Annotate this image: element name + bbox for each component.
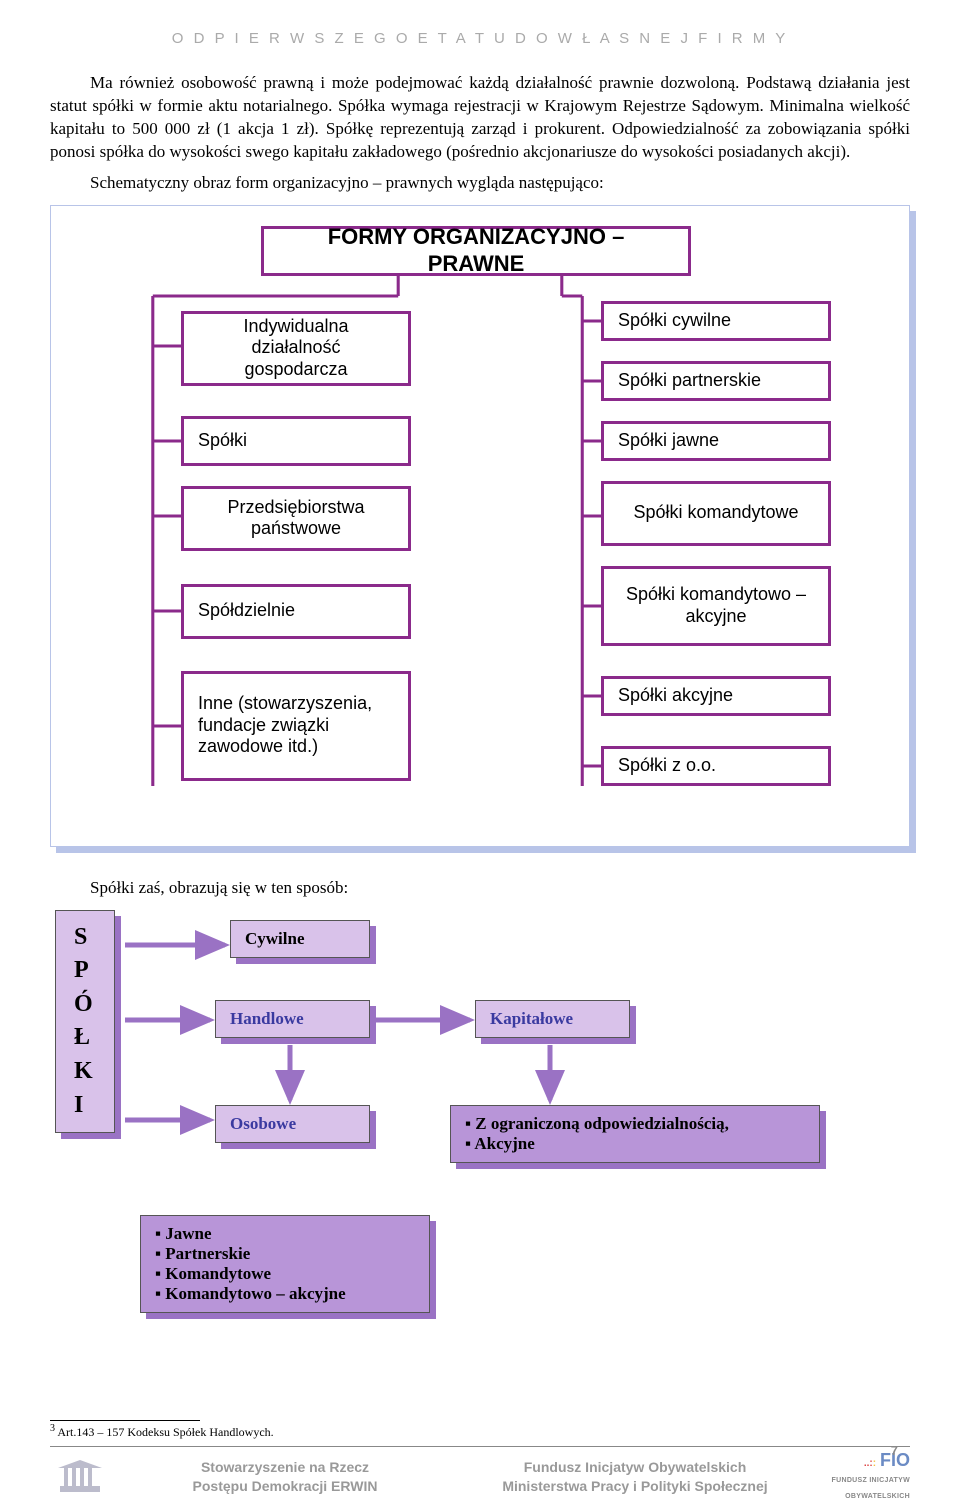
- root-letter-5: I: [74, 1089, 114, 1123]
- paragraph-1: Ma również osobowość prawną i może podej…: [50, 72, 910, 164]
- footnote-text: Art.143 – 157 Kodeksu Spółek Handlowych.: [55, 1425, 274, 1439]
- page-number: 7: [891, 1443, 898, 1458]
- diagram1-left-box-1: Spółki: [181, 416, 411, 466]
- page-footer: Stowarzyszenie na Rzecz Postępu Demokrac…: [50, 1446, 910, 1501]
- list-bottom-item-0: Jawne: [155, 1224, 415, 1244]
- footnote-separator: [50, 1420, 200, 1421]
- diagram2-box-handlowe: Handlowe: [215, 1000, 370, 1038]
- footer-left-line1: Stowarzyszenie na Rzecz: [110, 1458, 460, 1476]
- running-header: O D P I E R W S Z E G O E T A T U D O W …: [50, 30, 910, 47]
- fio-logo-sub: FUNDUSZ INICJATYW OBYWATELSKICH: [832, 1477, 910, 1500]
- paragraph-3: Spółki zaś, obrazują się w ten sposób:: [50, 877, 910, 900]
- footnote: 3 Art.143 – 157 Kodeksu Spółek Handlowyc…: [50, 1423, 910, 1440]
- diagram1-left-box-2: Przedsiębiorstwa państwowe: [181, 486, 411, 551]
- diagram2-list-right: Z ograniczoną odpowiedzialnością, Akcyjn…: [450, 1105, 820, 1163]
- diagram2-box-kapitalowe: Kapitałowe: [475, 1000, 630, 1038]
- diagram2-box-osobowe: Osobowe: [215, 1105, 370, 1143]
- footer-logo-left-icon: [50, 1460, 110, 1494]
- root-letter-3: Ł: [74, 1021, 114, 1055]
- list-bottom-item-1: Partnerskie: [155, 1244, 415, 1264]
- diagram-spolki: S P Ó Ł K I Cywilne Handlowe: [50, 910, 910, 1390]
- diagram1-right-box-4: Spółki komandytowo – akcyjne: [601, 566, 831, 646]
- root-letter-4: K: [74, 1055, 114, 1089]
- root-letter-0: S: [74, 921, 114, 955]
- paragraph-2: Schematyczny obraz form organizacyjno – …: [50, 172, 910, 195]
- diagram1-right-box-5: Spółki akcyjne: [601, 676, 831, 716]
- diagram1-right-box-2: Spółki jawne: [601, 421, 831, 461]
- list-bottom-item-3: Komandytowo – akcyjne: [155, 1284, 415, 1304]
- diagram1-right-box-0: Spółki cywilne: [601, 301, 831, 341]
- diagram2-box-cywilne: Cywilne: [230, 920, 370, 958]
- list-right-item-0: Z ograniczoną odpowiedzialnością,: [465, 1114, 805, 1134]
- root-letter-1: P: [74, 954, 114, 988]
- diagram1-title-box: FORMY ORGANIZACYJNO – PRAWNE: [261, 226, 691, 276]
- diagram1-right-box-3: Spółki komandytowe: [601, 481, 831, 546]
- list-bottom-item-2: Komandytowe: [155, 1264, 415, 1284]
- root-letter-2: Ó: [74, 988, 114, 1022]
- diagram1-left-box-3: Spółdzielnie: [181, 584, 411, 639]
- diagram1-left-box-0: Indywidualna działalność gospodarcza: [181, 311, 411, 386]
- diagram2-root-box: S P Ó Ł K I: [55, 910, 115, 1134]
- diagram1-right-box-1: Spółki partnerskie: [601, 361, 831, 401]
- diagram1-left-box-4: Inne (stowarzyszenia, fundacje związki z…: [181, 671, 411, 781]
- diagram2-list-bottom: Jawne Partnerskie Komandytowe Komandytow…: [140, 1215, 430, 1313]
- footer-logo-right-icon: ..:: FIO FUNDUSZ INICJATYW OBYWATELSKICH: [810, 1453, 910, 1501]
- list-right-item-1: Akcyjne: [465, 1134, 805, 1154]
- diagram-formy-organizacyjno-prawne: FORMY ORGANIZACYJNO – PRAWNE Indywidualn…: [50, 205, 910, 847]
- diagram1-right-box-6: Spółki z o.o.: [601, 746, 831, 786]
- footer-right-line1: Fundusz Inicjatyw Obywatelskich: [460, 1458, 810, 1476]
